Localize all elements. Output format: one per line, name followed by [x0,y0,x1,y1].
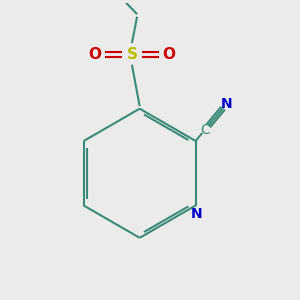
Text: C: C [200,123,210,137]
Text: N: N [221,97,232,111]
Text: S: S [126,47,137,62]
Text: N: N [191,207,203,221]
Text: O: O [88,47,101,62]
Text: O: O [163,47,176,62]
